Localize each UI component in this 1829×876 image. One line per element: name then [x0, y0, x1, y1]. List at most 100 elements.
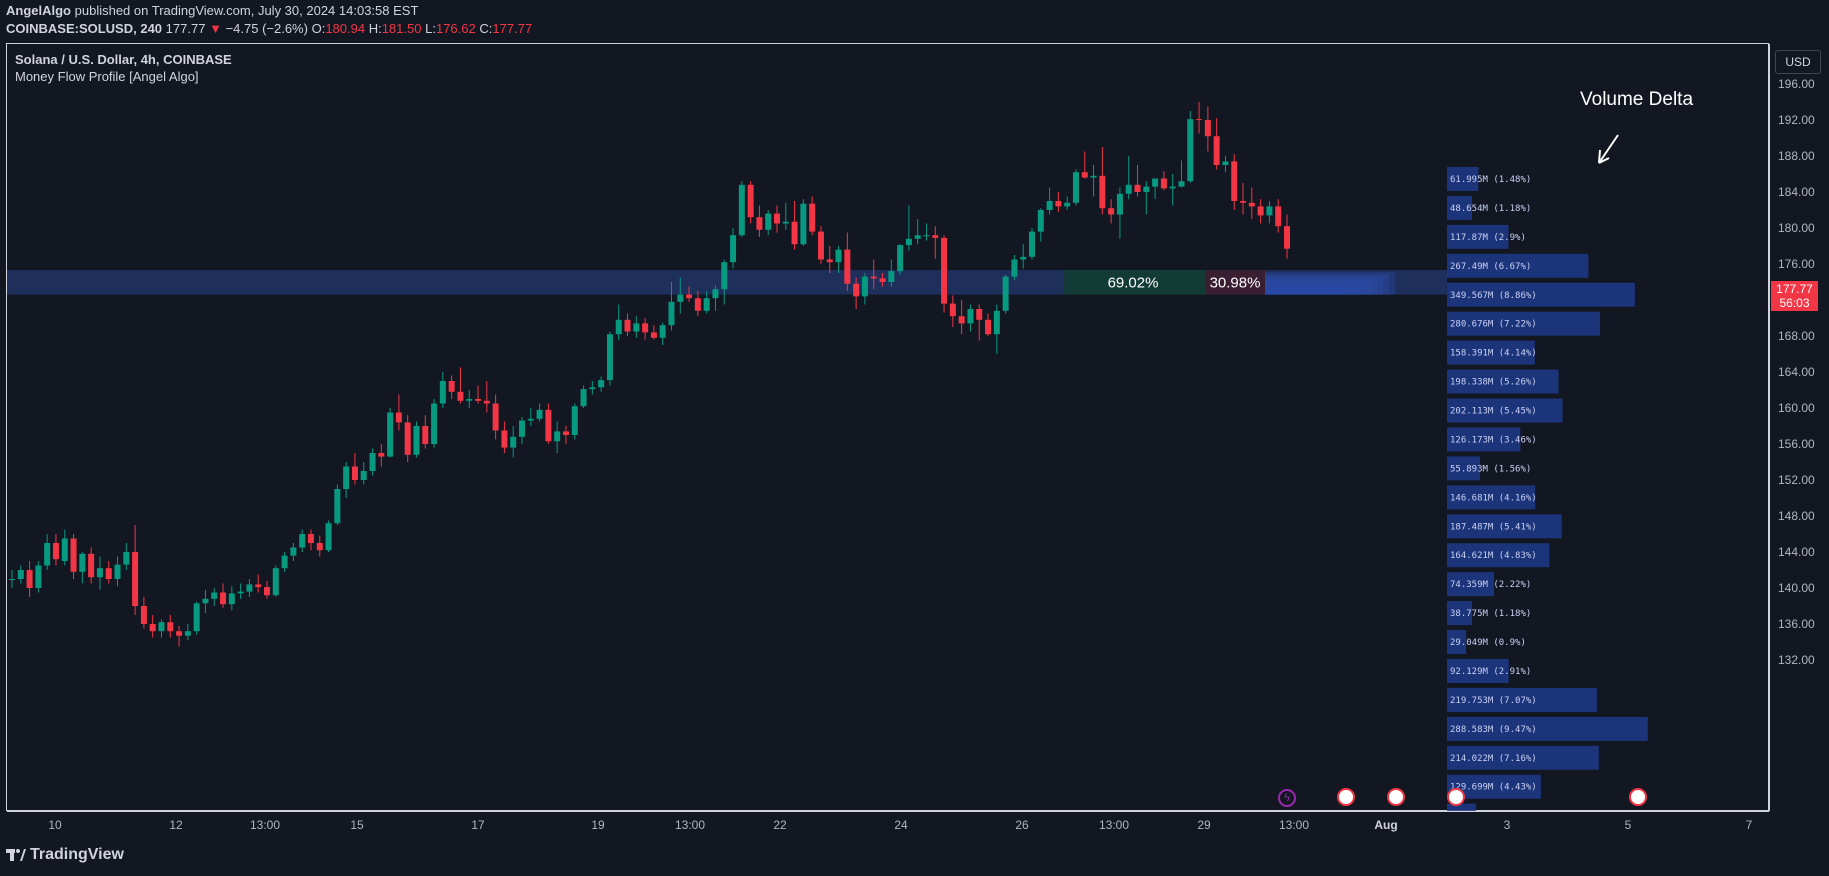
candle-body	[923, 235, 930, 237]
tradingview-logo-text: TradingView	[30, 846, 124, 863]
us-flag-event-icon[interactable]	[1629, 788, 1647, 806]
candle	[299, 529, 306, 552]
time-tick-label: 24	[894, 818, 908, 832]
candle	[351, 453, 358, 485]
candle-body	[290, 547, 297, 556]
profile-bar: 146.681M (4.16%)	[1447, 485, 1537, 510]
us-flag-event-icon[interactable]	[1447, 788, 1465, 806]
time-tick-label: 15	[350, 818, 364, 832]
candle-body	[1090, 175, 1097, 178]
symbol-title[interactable]: Solana / U.S. Dollar, 4h, COINBASE	[15, 52, 232, 67]
candle-body	[237, 591, 244, 594]
publication-line: AngelAlgo published on TradingView.com, …	[6, 2, 532, 20]
candle	[378, 444, 385, 467]
profile-bar-label: 129.699M (4.43%)	[1450, 783, 1537, 793]
us-flag-event-icon[interactable]	[1387, 788, 1405, 806]
candle	[44, 534, 51, 570]
candle-body	[9, 579, 15, 580]
candle	[809, 196, 816, 236]
time-axis[interactable]	[7, 811, 1769, 835]
candle-body	[1072, 172, 1079, 203]
candle	[747, 181, 754, 224]
candle-body	[668, 301, 675, 326]
time-tick-label: 13:00	[1278, 818, 1310, 832]
candle-body	[844, 249, 851, 284]
delta-gradient-step	[1265, 272, 1395, 295]
candle-body	[519, 420, 525, 437]
profile-bar: 38.775M (1.18%)	[1447, 601, 1531, 626]
candle-body	[88, 553, 95, 578]
candle-body	[1002, 276, 1009, 311]
price-tick-label: 148.00	[1778, 509, 1815, 523]
candle	[1029, 228, 1035, 260]
candle-body	[387, 412, 394, 457]
candle-body	[897, 245, 904, 272]
profile-bar: 61.995M (1.48%)	[1447, 167, 1531, 191]
candle	[9, 570, 15, 588]
price-axis[interactable]	[1769, 44, 1829, 811]
candle	[202, 589, 209, 614]
currency-button[interactable]: USD	[1775, 50, 1821, 74]
author-name[interactable]: AngelAlgo	[6, 3, 71, 18]
flash-event-icon[interactable]: ϟ	[1278, 789, 1296, 807]
profile-bar-label: 219.753M (7.07%)	[1450, 696, 1537, 706]
candle	[255, 574, 262, 593]
candle-body	[202, 598, 209, 604]
candle	[571, 403, 578, 440]
candle	[387, 408, 394, 458]
tradingview-logo[interactable]: TradingView	[6, 846, 124, 864]
candle	[158, 619, 165, 638]
candle-body	[316, 543, 323, 551]
tradingview-logo-icon	[6, 849, 26, 861]
candle-body	[774, 213, 780, 224]
candle-body	[993, 310, 1000, 335]
candle	[1204, 106, 1211, 152]
profile-bar-label: 202.113M (5.45%)	[1450, 407, 1537, 417]
buy-share-box	[1064, 270, 1212, 295]
candle-body	[536, 409, 543, 419]
profile-bar: 55.893M (1.56%)	[1447, 456, 1531, 481]
candle	[694, 291, 701, 317]
candle-body	[1187, 119, 1194, 182]
candle	[730, 228, 737, 269]
candle-body	[52, 543, 59, 560]
candle-body	[879, 278, 886, 282]
candle-body	[967, 309, 974, 324]
profile-bar-fill	[1447, 543, 1550, 568]
candle-body	[457, 391, 464, 401]
low-label: L:	[425, 21, 436, 36]
candle-body	[123, 552, 130, 565]
candle	[325, 520, 332, 552]
candle-body	[140, 606, 147, 624]
price-tick-label: 140.00	[1778, 581, 1815, 595]
chart-plot-area[interactable]: 69.02% 30.98% 61.995M (1.48%) 48.654M (1.1…	[7, 44, 1769, 811]
price-tick-label: 132.00	[1778, 653, 1815, 667]
time-tick-label: 22	[773, 818, 787, 832]
profile-bar-fill	[1447, 658, 1509, 683]
price-chart[interactable]: 69.02% 30.98% 61.995M (1.48%) 48.654M (1.1…	[7, 44, 1769, 811]
candle	[316, 535, 323, 557]
us-flag-event-icon[interactable]	[1337, 788, 1355, 806]
indicator-title[interactable]: Money Flow Profile [Angel Algo]	[15, 69, 199, 84]
profile-bar-fill	[1447, 398, 1563, 423]
candle	[817, 226, 824, 264]
candle	[510, 426, 517, 458]
candle-body	[1266, 206, 1273, 216]
price-tick-label: 192.00	[1778, 113, 1815, 127]
candle-body	[176, 631, 183, 636]
time-tick-label: 13:00	[674, 818, 706, 832]
candle	[35, 561, 42, 593]
chart-frame	[6, 43, 1769, 811]
candle	[888, 259, 895, 287]
time-tick-label: 17	[471, 818, 485, 832]
candle	[17, 565, 24, 584]
price-tick-label: 156.00	[1778, 437, 1815, 451]
delta-gradient-step	[1265, 292, 1335, 295]
candle-body	[554, 431, 561, 442]
open-value: 180.94	[325, 21, 366, 36]
candle-body	[61, 538, 68, 561]
candle	[26, 561, 33, 597]
candle	[949, 295, 956, 327]
profile-bar: 198.338M (5.26%)	[1447, 369, 1559, 394]
candle-body	[79, 553, 86, 572]
